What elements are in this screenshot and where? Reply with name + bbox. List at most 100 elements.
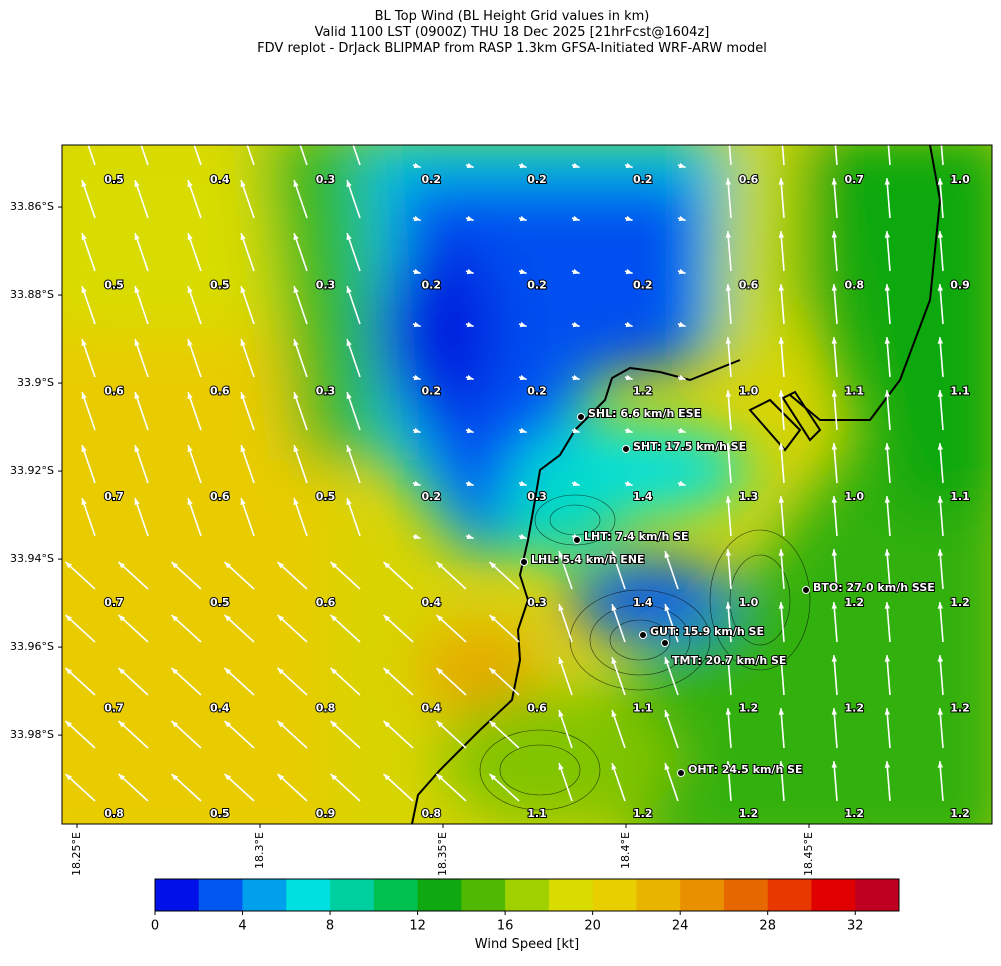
arrow-shaft	[939, 549, 944, 590]
arrow-head	[884, 761, 891, 768]
arrow-head	[81, 233, 87, 241]
wind-arrow	[611, 550, 626, 590]
arrow-head	[294, 127, 299, 134]
arrow-shaft	[187, 179, 202, 219]
colorbar-swatch	[155, 879, 200, 911]
arrow-head	[466, 321, 474, 328]
wind-arrow	[352, 145, 361, 166]
harbour	[748, 390, 822, 452]
arrow-head	[224, 773, 232, 781]
arrow-shaft	[780, 178, 785, 219]
arrow-shaft	[117, 561, 149, 590]
arrow-shaft	[435, 614, 467, 643]
arrow-shaft	[488, 561, 520, 590]
arrow-shaft	[276, 773, 308, 802]
arrow-head	[383, 561, 391, 569]
arrow-head	[489, 614, 497, 622]
arrow-shaft	[352, 145, 361, 166]
station-label: BTO: 27.0 km/h SSE	[813, 581, 935, 594]
arrow-head	[383, 667, 391, 675]
colorbar-swatch	[811, 879, 856, 911]
station-dot	[622, 445, 630, 453]
grid-value: 0.6	[210, 384, 230, 397]
wind-arrow	[87, 145, 96, 166]
wind-arrow	[725, 602, 732, 643]
wind-arrow	[937, 549, 944, 590]
arrow-head	[725, 337, 732, 344]
arrow-head	[884, 390, 891, 397]
wind-arrow	[778, 178, 785, 219]
arrow-shaft	[727, 496, 732, 537]
arrow-shaft	[780, 602, 785, 643]
arrow-shaft	[117, 720, 149, 749]
wind-arrow	[937, 337, 944, 378]
arrow-head	[188, 127, 193, 134]
grid-value: 1.2	[950, 596, 970, 609]
arrow-head	[466, 533, 474, 540]
station-label: OHT: 24.5 km/h SE	[688, 763, 803, 776]
arrow-head	[725, 602, 732, 609]
wind-arrow	[937, 602, 944, 643]
arrow-shaft	[382, 667, 414, 696]
wind-arrow	[571, 427, 580, 434]
arrow-head	[519, 215, 527, 222]
arrow-head	[831, 390, 838, 397]
arrow-head	[489, 561, 497, 569]
grid-value: 0.6	[527, 702, 547, 715]
wind-arrow	[831, 602, 838, 643]
grid-value: 0.2	[422, 384, 442, 397]
arrow-head	[187, 233, 193, 241]
grid-value: 0.2	[527, 279, 547, 292]
arrow-shaft	[276, 561, 308, 590]
colorbar-swatch	[198, 879, 244, 911]
arrow-head	[466, 268, 474, 275]
arrow-head	[884, 231, 891, 238]
arrow-head	[625, 427, 633, 434]
wind-arrow	[571, 480, 580, 487]
arrow-head	[346, 445, 352, 453]
wind-arrow	[831, 443, 838, 484]
arrow-head	[678, 427, 686, 434]
wind-arrow	[293, 179, 308, 219]
arrow-shaft	[727, 337, 732, 378]
arrow-head	[277, 720, 285, 728]
wind-arrow	[187, 444, 202, 484]
arrow-shaft	[886, 231, 891, 272]
colorbar-swatch	[330, 879, 375, 911]
arrow-shaft	[64, 561, 96, 590]
wind-arrow	[64, 773, 96, 802]
arrow-head	[489, 773, 497, 781]
y-tick-label: 33.98°S	[10, 728, 54, 741]
arrow-shaft	[64, 614, 96, 643]
wind-arrow	[518, 480, 527, 487]
wind-arrow	[465, 480, 474, 487]
arrow-shaft	[187, 285, 202, 325]
arrow-head	[937, 231, 944, 238]
wind-arrow	[293, 285, 308, 325]
arrow-head	[558, 657, 564, 665]
grid-value: 1.2	[739, 807, 759, 820]
arrow-head	[519, 268, 527, 275]
colorbar-swatch	[505, 879, 550, 911]
arrow-shaft	[81, 497, 96, 537]
colorbar-swatch	[855, 879, 900, 911]
arrow-shaft	[276, 667, 308, 696]
arrow-shaft	[727, 178, 732, 219]
arrow-shaft	[886, 602, 891, 643]
arrow-head	[240, 392, 246, 400]
arrow-shaft	[664, 762, 679, 802]
arrow-head	[81, 180, 87, 188]
arrow-head	[466, 374, 474, 381]
wind-arrow	[134, 497, 149, 537]
arrow-shaft	[134, 497, 149, 537]
arrow-shaft	[833, 549, 838, 590]
wind-arrow	[412, 533, 421, 540]
colorbar-tick-label: 32	[847, 919, 864, 934]
arrow-head	[346, 339, 352, 347]
arrow-shaft	[329, 667, 361, 696]
colorbar-swatch	[286, 879, 331, 911]
grid-value: 0.5	[104, 173, 124, 186]
arrow-shaft	[134, 391, 149, 431]
wind-arrow	[81, 285, 96, 325]
arrow-head	[884, 284, 891, 291]
